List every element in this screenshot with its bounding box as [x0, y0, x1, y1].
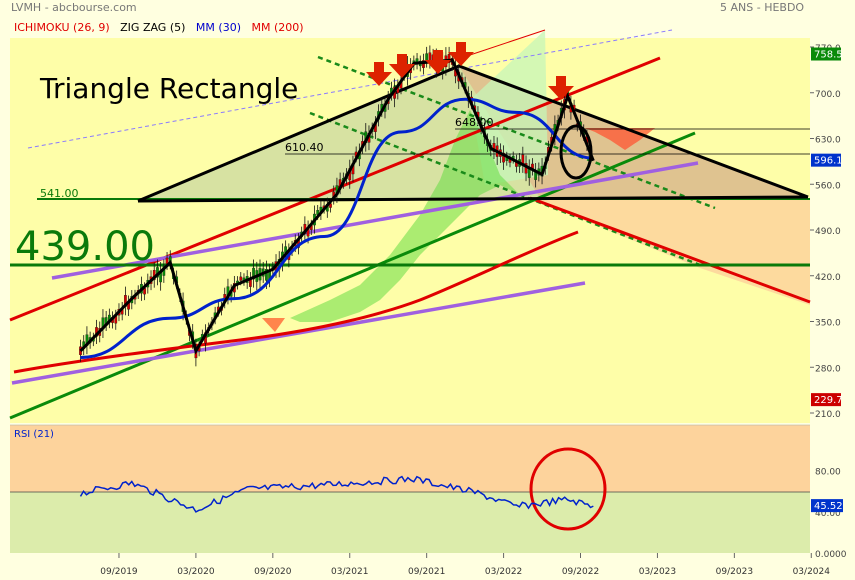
indicator-legend: ICHIMOKU (26, 9) ZIG ZAG (5) MM (30) MM … [14, 21, 304, 34]
y-tick-label: 630.0 [815, 136, 841, 146]
symbol-label: LVMH - abcbourse.com [11, 1, 137, 14]
green-trendline [9, 131, 696, 420]
period-label: 5 ANS - HEBDO [720, 1, 805, 14]
candle [502, 152, 505, 163]
purple-channel-lower [11, 281, 586, 385]
y-tick-label: 490.0 [815, 227, 841, 237]
rsi-overbought-zone [10, 425, 810, 492]
y-tick-label: 700.0 [815, 90, 841, 100]
mm200-line [13, 230, 579, 374]
price-highlight-ellipse [559, 124, 593, 180]
x-tick-label: 09/2022 [562, 567, 599, 577]
dashed-channel-bottom [309, 111, 701, 267]
rsi-badge [811, 499, 843, 513]
price-badge-label: 596.1 [814, 156, 843, 167]
candle [252, 267, 255, 280]
level-610-label: 610.40 [285, 141, 324, 154]
legend-mm200: MM (200) [251, 21, 304, 34]
y-tick-label: 420.0 [815, 273, 841, 283]
triangle-base [137, 195, 809, 203]
candle [447, 54, 451, 63]
red-trendline-projection [529, 196, 811, 304]
candle [265, 269, 268, 281]
rsi-oversold-zone [10, 492, 810, 553]
price-badge-label: 229.7 [814, 395, 843, 406]
rsi-tick-label: 80.00 [815, 468, 841, 478]
legend-mm30: MM (30) [195, 21, 241, 34]
x-tick-label: 09/2023 [716, 567, 753, 577]
zigzag-line [79, 58, 595, 355]
rsi-tick-label: 0.0000 [815, 550, 847, 560]
ichimoku-cloud-red-small [262, 318, 285, 332]
price-badges: 758.5 596.1 229.7 45.52 [811, 47, 843, 513]
rsi-title: RSI (21) [14, 429, 54, 440]
x-tick-label: 09/2021 [408, 567, 445, 577]
legend-zigzag: ZIG ZAG (5) [120, 21, 186, 34]
x-tick-label: 03/2021 [331, 567, 368, 577]
rsi-badge-label: 45.52 [814, 501, 843, 512]
arrow-down-icon [448, 42, 474, 66]
price-badge [811, 153, 841, 167]
level-648-label: 648.00 [455, 116, 494, 129]
x-tick-label: 03/2024 [793, 567, 831, 577]
support-439-label: 439.00 [15, 224, 155, 270]
y-tick-label: 560.0 [815, 181, 841, 191]
candle [492, 143, 496, 152]
x-tick-label: 03/2020 [177, 567, 215, 577]
y-tick-label: 350.0 [815, 319, 841, 329]
rsi-tick-label: 40.00 [815, 509, 841, 519]
candle [239, 276, 243, 281]
legend-ichimoku: ICHIMOKU (26, 9) [14, 21, 110, 34]
rsi-highlight-ellipse [529, 447, 607, 531]
candle [422, 60, 425, 68]
x-tick-label: 03/2022 [485, 567, 522, 577]
ichimoku-cloud [290, 110, 520, 322]
support-541-label: 541.00 [40, 187, 79, 200]
price-badge-label: 758.5 [814, 50, 843, 61]
dashed-channel-top [317, 55, 716, 210]
price-badge [811, 393, 841, 407]
y-tick-label: 280.0 [815, 364, 841, 374]
arrow-down-icon [389, 54, 415, 78]
x-tick-label: 09/2019 [100, 567, 138, 577]
x-tick-label: 09/2020 [254, 567, 292, 577]
candle [425, 53, 429, 62]
y-tick-label: 210.0 [815, 410, 841, 420]
purple-channel-upper [51, 161, 699, 280]
arrow-down-icon [425, 50, 451, 74]
arrow-down-icon [366, 62, 392, 86]
y-axis-ticks: 770.0700.0630.0560.0490.0420.0350.0280.0… [810, 44, 847, 560]
price-badge [811, 47, 841, 61]
arrow-down-icon [548, 76, 574, 100]
x-tick-label: 03/2023 [639, 567, 676, 577]
mm30-line [80, 97, 594, 359]
rsi-line [79, 475, 594, 513]
peak-arrows [366, 42, 574, 100]
x-axis-ticks: 09/2019 03/2020 09/2020 03/2021 09/2021 03/20… [100, 553, 830, 577]
pattern-title: Triangle Rectangle [39, 72, 298, 105]
